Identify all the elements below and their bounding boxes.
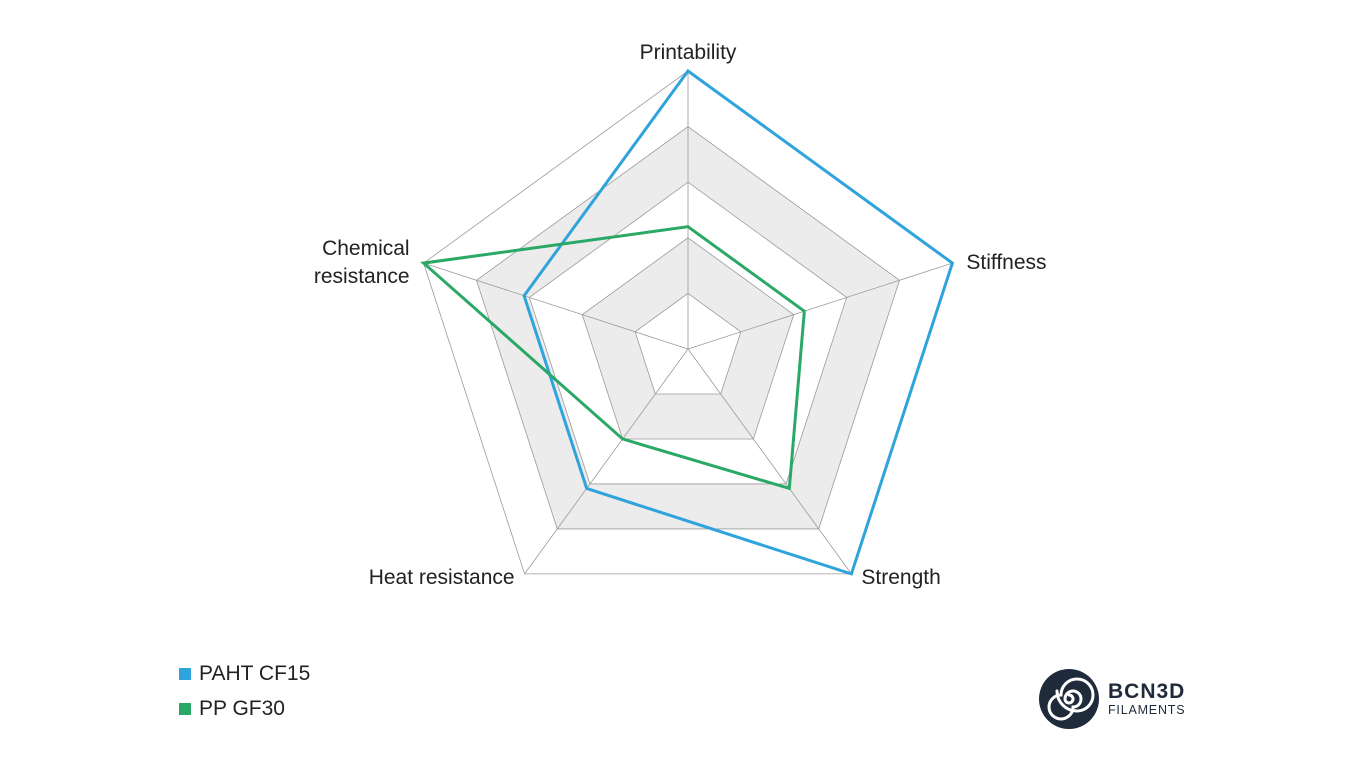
legend-label-paht-cf15: PAHT CF15 [199,661,311,685]
axis-label-1: Stiffness [966,251,1046,274]
series-paht-cf15 [522,68,955,576]
grid-spoke-3 [524,348,689,575]
grid-spoke-2 [687,348,852,575]
spiral-logo-icon [1039,669,1099,729]
axis-label-line: Printability [640,41,737,64]
bcn3d-logo: BCN3D FILAMENTS [1038,668,1185,730]
legend-item-pp-gf30[interactable]: PP GF30 [179,691,310,726]
legend: PAHT CF15 PP GF30 [179,656,310,726]
logo-brand: BCN3D [1108,680,1186,704]
legend-label-pp-gf30: PP GF30 [199,696,285,720]
legend-swatch-pp-gf30 [179,702,191,715]
axis-label-4: Chemical resistance [314,237,410,288]
axis-label-2: Strength [861,565,940,588]
logo-subtitle: FILAMENTS [1108,703,1186,718]
axis-label-line: Chemical [322,237,410,260]
axis-label-3: Heat resistance [369,565,515,588]
series-pp-gf30 [420,225,806,491]
axis-label-line: Strength [861,565,940,588]
axis-label-line: Heat resistance [369,565,515,588]
legend-item-paht-cf15[interactable]: PAHT CF15 [179,656,310,691]
axis-label-line: Stiffness [966,251,1046,274]
legend-swatch-paht-cf15 [179,667,191,680]
axis-label-0: Printability [640,41,737,64]
axis-label-line: resistance [314,265,410,288]
grid-spoke-1 [687,262,953,350]
grid-spoke-4 [423,262,689,350]
